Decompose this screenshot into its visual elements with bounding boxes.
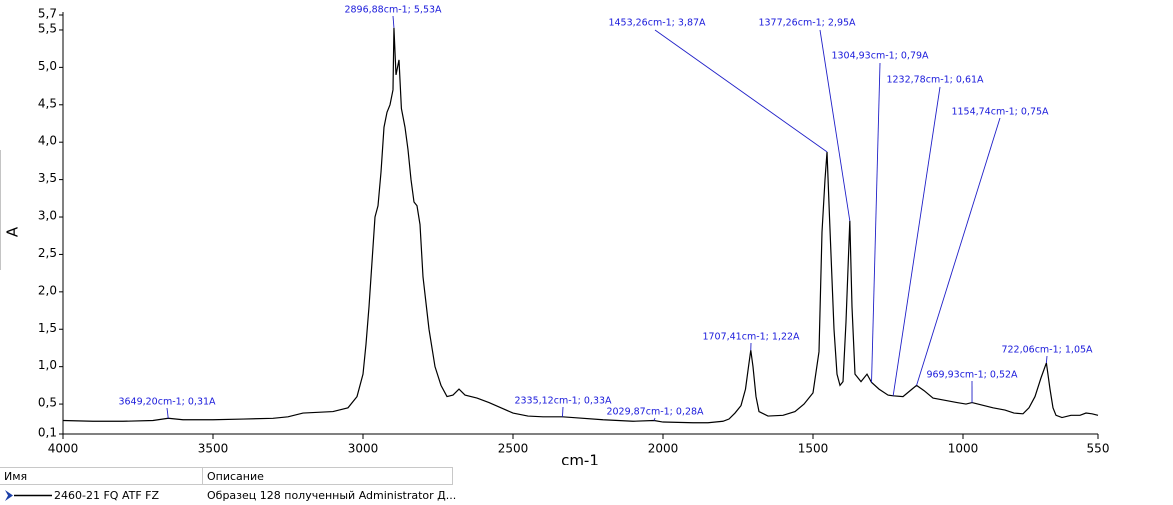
x-tick-label: 1000	[948, 442, 979, 456]
annotation-label: 2029,87cm-1; 0,28A	[606, 407, 704, 418]
annotation-leader	[653, 417, 656, 421]
series-name[interactable]: 2460-21 FQ ATF FZ	[54, 489, 160, 502]
annotation-leader	[871, 62, 881, 383]
y-axis-label: A	[4, 226, 22, 237]
y-tick-label: 5,7	[38, 7, 57, 21]
y-tick-label: 3,5	[38, 171, 57, 185]
annotation-label: 1304,93cm-1; 0,79A	[831, 51, 929, 62]
x-tick-label: 4000	[48, 442, 79, 456]
y-tick-label: 3,0	[38, 209, 57, 223]
y-tick-label: 0,5	[38, 396, 57, 410]
annotation-leader	[392, 15, 395, 28]
x-tick-label: 2500	[498, 442, 529, 456]
legend-table: Имя Описание 2460-21 FQ ATF FZ Образец 1…	[0, 467, 1173, 505]
column-header[interactable]: Описание	[203, 467, 453, 485]
y-tick-label: 4,0	[38, 134, 57, 148]
x-tick-label: 3000	[348, 442, 379, 456]
annotation-label: 1707,41cm-1; 1,22A	[702, 332, 800, 343]
y-tick-label: 1,0	[38, 358, 57, 372]
y-tick-label: 2,0	[38, 283, 57, 297]
series-description[interactable]: Образец 128 полученный Administrator Д..…	[207, 489, 457, 502]
x-tick-label: 2000	[648, 442, 679, 456]
annotation-leader	[1045, 355, 1048, 363]
annotation-label: 3649,20cm-1; 0,31A	[118, 397, 216, 408]
y-tick-label: 1,5	[38, 321, 57, 335]
annotation-label: 1377,26cm-1; 2,95A	[758, 18, 856, 29]
x-tick-label: 3500	[198, 442, 229, 456]
x-tick-label: 1500	[798, 442, 829, 456]
annotation-leader	[166, 407, 169, 419]
y-tick-label: 4,5	[38, 96, 57, 110]
row-arrow	[5, 490, 13, 501]
annotation-label: 969,93cm-1; 0,52A	[926, 370, 1018, 381]
annotation-label: 722,06cm-1; 1,05A	[1001, 345, 1093, 356]
annotation-label: 1453,26cm-1; 3,87A	[608, 18, 706, 29]
annotation-label: 2335,12cm-1; 0,33A	[514, 396, 612, 407]
chart: A cm-1 0,1 0,5 1,0 1,5 2,0 2,5 3,0 3,5 4,0 4,5 5,0…	[0, 5, 1110, 466]
annotation-label: 1154,74cm-1; 0,75A	[951, 107, 1049, 118]
y-tick-label: 5,0	[38, 59, 57, 73]
x-axis-label: cm-1	[561, 452, 599, 466]
annotation-leader	[916, 117, 1001, 386]
annotation-leader	[654, 29, 828, 153]
annotation-label: 2896,88cm-1; 5,53A	[344, 5, 442, 16]
annotation-leader	[892, 86, 941, 396]
x-tick-label: 550	[1087, 442, 1110, 456]
row-icon	[5, 490, 52, 501]
column-header[interactable]: Имя	[0, 467, 203, 485]
y-tick-label: 2,5	[38, 246, 57, 260]
y-tick-label: 5,5	[38, 21, 57, 35]
annotation-label: 1232,78cm-1; 0,61A	[886, 75, 984, 86]
annotation-leader	[562, 406, 564, 417]
y-tick-label: 0,1	[38, 426, 57, 440]
annotation-leader	[819, 29, 851, 221]
spectrum-line	[62, 27, 1099, 424]
